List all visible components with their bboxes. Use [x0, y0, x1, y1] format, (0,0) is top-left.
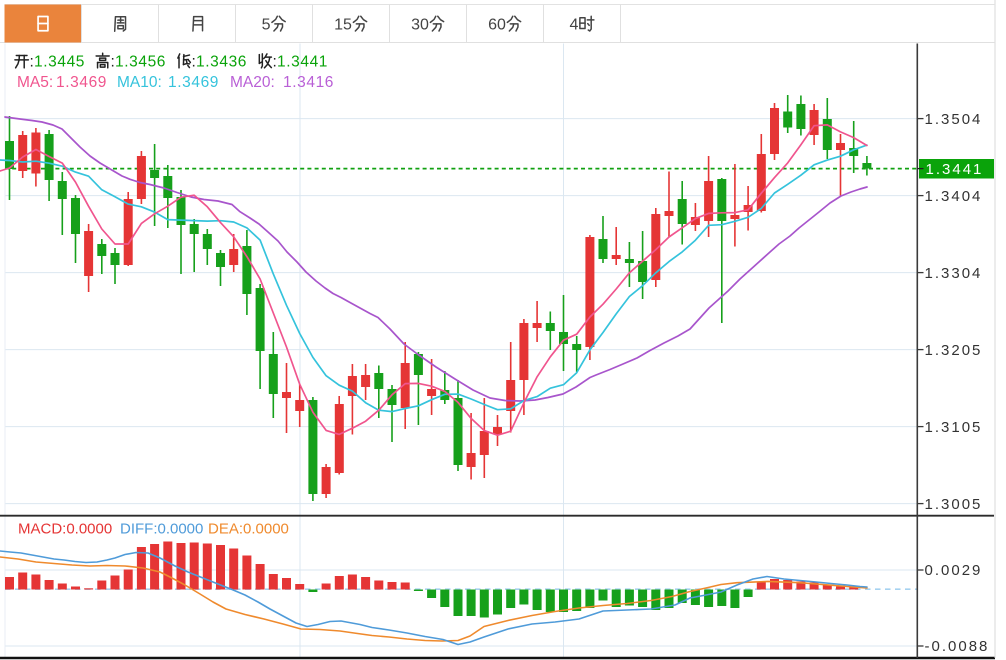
- svg-text:1.3304: 1.3304: [925, 265, 983, 282]
- svg-text:1.3416: 1.3416: [283, 74, 334, 91]
- svg-text:MA10:: MA10:: [117, 74, 162, 91]
- svg-text:MA5:: MA5:: [17, 74, 53, 91]
- svg-text:1.3445: 1.3445: [34, 53, 85, 70]
- svg-text:1.3441: 1.3441: [926, 161, 984, 178]
- svg-text:1.3504: 1.3504: [925, 111, 983, 128]
- svg-text:1.3441: 1.3441: [277, 53, 328, 70]
- svg-text::: :: [111, 53, 115, 70]
- svg-text:5: 5: [262, 17, 271, 34]
- svg-text:1.3205: 1.3205: [925, 342, 983, 359]
- svg-text:DIFF:0.0000: DIFF:0.0000: [120, 520, 203, 537]
- svg-text:1.3469: 1.3469: [56, 74, 107, 91]
- svg-text:60: 60: [488, 17, 506, 34]
- svg-text::: :: [192, 53, 196, 70]
- svg-text::: :: [30, 53, 34, 70]
- svg-text:1.3436: 1.3436: [196, 53, 247, 70]
- svg-text:MA20:: MA20:: [230, 74, 275, 91]
- svg-text:1.3456: 1.3456: [115, 53, 166, 70]
- svg-text:MACD:0.0000: MACD:0.0000: [18, 520, 112, 537]
- svg-text:30: 30: [411, 17, 429, 34]
- svg-text:15: 15: [334, 17, 352, 34]
- svg-text:4: 4: [570, 17, 579, 34]
- svg-text:-0.0088: -0.0088: [925, 638, 990, 655]
- svg-text:1.3005: 1.3005: [925, 496, 983, 513]
- svg-text:0.0029: 0.0029: [925, 562, 983, 579]
- svg-text:1.3105: 1.3105: [925, 419, 983, 436]
- svg-text:DEA:0.0000: DEA:0.0000: [208, 520, 289, 537]
- svg-text::: :: [273, 53, 277, 70]
- svg-text:1.3404: 1.3404: [925, 188, 983, 205]
- svg-text:1.3469: 1.3469: [168, 74, 219, 91]
